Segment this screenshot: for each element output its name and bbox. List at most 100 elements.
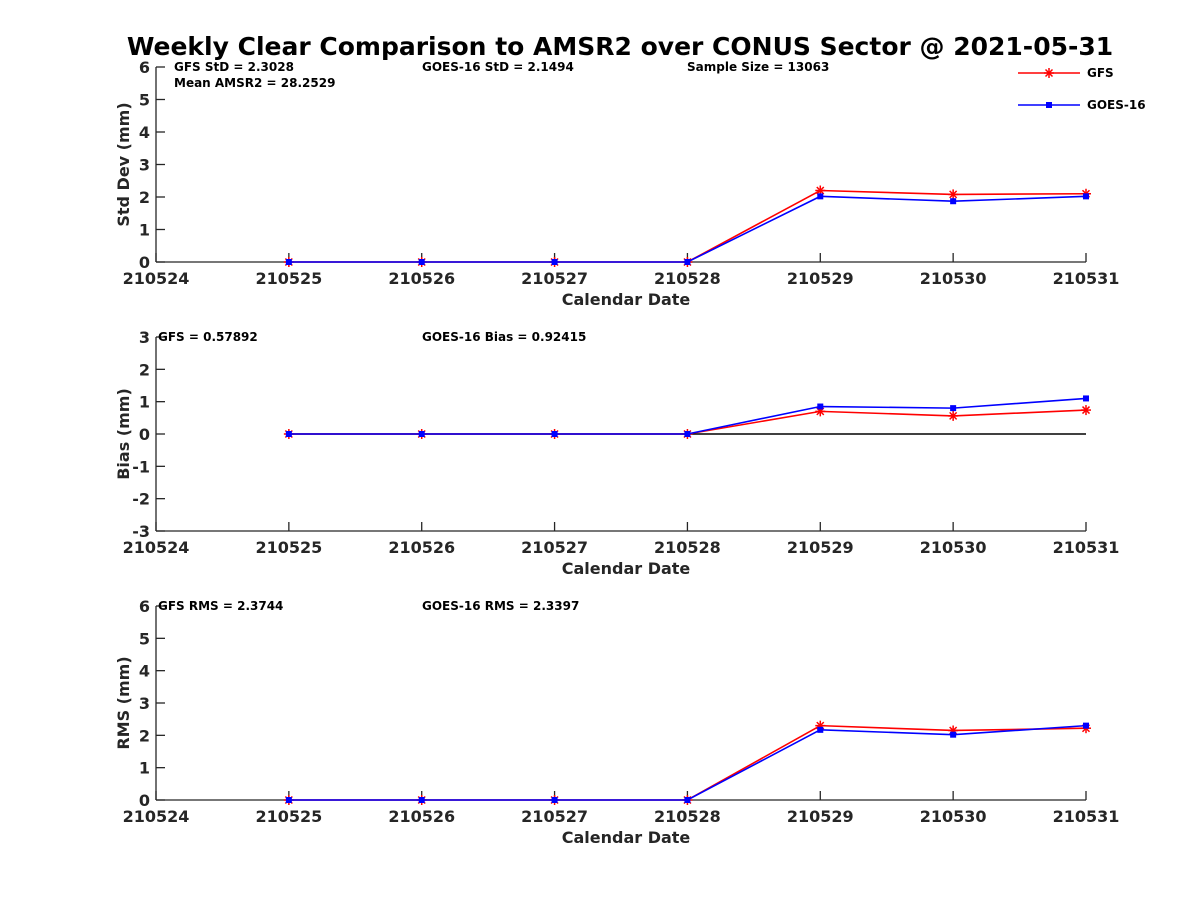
panel-bias: 210524 210525 210526 210527 210528 210529 2105… bbox=[114, 328, 1119, 578]
x-axis-label: Calendar Date bbox=[562, 828, 691, 847]
x-tick-label: 210531 bbox=[1053, 807, 1120, 826]
data-point-asterisk bbox=[1081, 405, 1091, 416]
x-tick-label: 210525 bbox=[255, 807, 322, 826]
panel-rms: 210524 210525 210526 210527 210528 210529 2105… bbox=[114, 597, 1119, 847]
y-tick-label: 4 bbox=[139, 123, 150, 142]
chart-title: Weekly Clear Comparison to AMSR2 over CO… bbox=[127, 32, 1113, 61]
asterisk-stroke bbox=[1081, 406, 1091, 415]
data-point-square bbox=[684, 797, 691, 803]
y-tick-label: 3 bbox=[139, 328, 150, 347]
data-point-square bbox=[950, 198, 957, 205]
asterisk-stroke bbox=[949, 411, 958, 420]
y-tick-label: 2 bbox=[139, 188, 150, 207]
legend-entry-gfs: GFS bbox=[1018, 66, 1114, 80]
legend-label: GOES-16 bbox=[1087, 98, 1146, 112]
data-point-square bbox=[950, 405, 957, 412]
stat-annotation: Sample Size = 13063 bbox=[687, 60, 829, 74]
data-point-square bbox=[285, 259, 292, 265]
stat-annotation: GFS = 0.57892 bbox=[158, 330, 258, 344]
x-tick-label: 210524 bbox=[123, 269, 190, 288]
y-tick-label: 2 bbox=[139, 726, 150, 745]
series-goes-16 bbox=[285, 395, 1089, 437]
x-axis-label: Calendar Date bbox=[562, 290, 691, 309]
x-axis-label: Calendar Date bbox=[562, 559, 691, 578]
data-point-square bbox=[684, 431, 691, 437]
data-point-square bbox=[418, 259, 425, 265]
data-point-square bbox=[418, 797, 425, 803]
x-tick-label: 210526 bbox=[388, 538, 455, 557]
y-tick-label: 5 bbox=[139, 91, 150, 110]
legend-marker-asterisk bbox=[1044, 68, 1054, 78]
series-goes-16 bbox=[285, 193, 1089, 265]
x-tick-label: 210528 bbox=[654, 538, 721, 557]
data-point-square bbox=[950, 731, 957, 738]
legend: GFS GOES-16 bbox=[1018, 66, 1146, 112]
y-tick-label: -3 bbox=[132, 522, 150, 541]
y-tick-label: 2 bbox=[139, 360, 150, 379]
asterisk-stroke bbox=[949, 190, 958, 199]
y-axis-label: Std Dev (mm) bbox=[114, 102, 133, 226]
data-point-square bbox=[551, 797, 558, 803]
y-tick-label: 1 bbox=[139, 221, 150, 240]
x-tick-label: 210527 bbox=[521, 269, 588, 288]
y-tick-label: 3 bbox=[139, 156, 150, 175]
y-tick-label: 5 bbox=[139, 629, 150, 648]
y-tick-label: 6 bbox=[139, 58, 150, 77]
series-line bbox=[288, 195, 1087, 263]
series-line bbox=[288, 724, 1087, 801]
stat-annotation: GFS RMS = 2.3744 bbox=[158, 599, 283, 613]
panels: 210524 210525 210526 210527 210528 210529 2105… bbox=[114, 58, 1119, 847]
legend-entry-goes-16: GOES-16 bbox=[1018, 98, 1146, 112]
x-tick-label: 210531 bbox=[1053, 538, 1120, 557]
series-goes-16 bbox=[285, 722, 1089, 803]
y-tick-label: 0 bbox=[139, 253, 150, 272]
y-tick-label: 1 bbox=[139, 759, 150, 778]
x-tick-label: 210529 bbox=[787, 538, 854, 557]
series-line bbox=[288, 397, 1087, 435]
data-point-square bbox=[551, 259, 558, 265]
x-tick-label: 210526 bbox=[388, 269, 455, 288]
x-tick-label: 210527 bbox=[521, 807, 588, 826]
x-tick-label: 210529 bbox=[787, 807, 854, 826]
x-tick-label: 210528 bbox=[654, 269, 721, 288]
y-tick-label: 6 bbox=[139, 597, 150, 616]
x-tick-label: 210529 bbox=[787, 269, 854, 288]
y-tick-label: -2 bbox=[132, 490, 150, 509]
x-tick-label: 210525 bbox=[255, 269, 322, 288]
legend-label: GFS bbox=[1087, 66, 1114, 80]
stat-annotation: GOES-16 RMS = 2.3397 bbox=[422, 599, 579, 613]
x-tick-label: 210526 bbox=[388, 807, 455, 826]
y-tick-label: 0 bbox=[139, 791, 150, 810]
y-axis-label: RMS (mm) bbox=[114, 656, 133, 749]
x-tick-label: 210524 bbox=[123, 807, 190, 826]
y-tick-label: 1 bbox=[139, 393, 150, 412]
x-tick-label: 210530 bbox=[920, 538, 987, 557]
asterisk-stroke bbox=[816, 186, 825, 195]
x-tick-label: 210530 bbox=[920, 807, 987, 826]
x-tick-label: 210530 bbox=[920, 269, 987, 288]
asterisk-stroke bbox=[1044, 68, 1054, 78]
stat-annotation: GFS StD = 2.3028 bbox=[174, 60, 294, 74]
data-point-asterisk bbox=[948, 189, 959, 200]
y-tick-label: 0 bbox=[139, 425, 150, 444]
data-point-square bbox=[817, 193, 824, 200]
data-point-square bbox=[285, 431, 292, 437]
data-point-square bbox=[418, 431, 425, 437]
data-point-asterisk bbox=[948, 410, 959, 421]
stat-annotation: GOES-16 Bias = 0.92415 bbox=[422, 330, 586, 344]
x-tick-label: 210524 bbox=[123, 538, 190, 557]
x-tick-label: 210527 bbox=[521, 538, 588, 557]
data-point-square bbox=[551, 431, 558, 437]
panel-stddev: 210524 210525 210526 210527 210528 210529 2105… bbox=[114, 58, 1119, 309]
x-tick-label: 210528 bbox=[654, 807, 721, 826]
data-point-square bbox=[817, 726, 824, 733]
data-point-square bbox=[1083, 722, 1089, 729]
y-tick-label: 4 bbox=[139, 662, 150, 681]
stat-annotation: Mean AMSR2 = 28.2529 bbox=[174, 76, 335, 90]
data-point-square bbox=[1083, 193, 1089, 200]
y-axis-label: Bias (mm) bbox=[114, 388, 133, 480]
series-line bbox=[288, 724, 1087, 801]
x-tick-label: 210525 bbox=[255, 538, 322, 557]
stat-annotation: GOES-16 StD = 2.1494 bbox=[422, 60, 574, 74]
